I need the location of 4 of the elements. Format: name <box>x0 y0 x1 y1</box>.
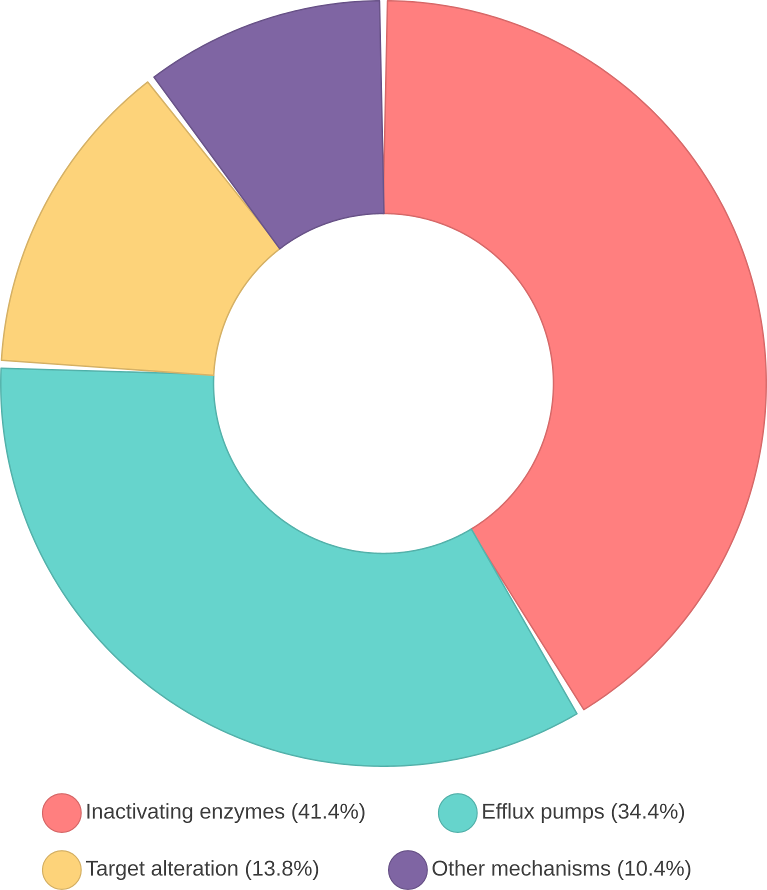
legend-label: Target alteration (13.8%) <box>86 860 318 880</box>
legend-label: Inactivating enzymes (41.4%) <box>87 803 364 824</box>
legend-label: Efflux pumps (34.4%) <box>483 803 684 824</box>
legend-label: Other mechanisms (10.4%) <box>432 860 690 880</box>
